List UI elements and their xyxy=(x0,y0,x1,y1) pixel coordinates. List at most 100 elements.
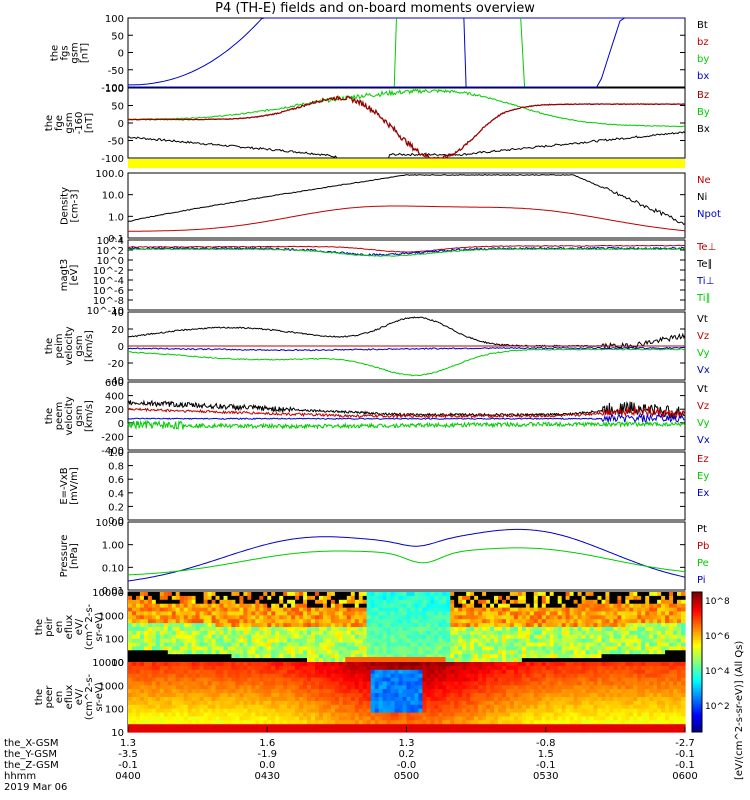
series-by-p1 xyxy=(393,17,397,88)
y-tick-label: 1000 xyxy=(99,681,124,692)
y-tick-label: 0.10 xyxy=(102,563,124,574)
series-bx-p1c xyxy=(128,17,685,88)
y-tick-label: 400 xyxy=(105,392,124,403)
y-tick-label: -40 xyxy=(108,376,124,387)
y-axis-label-p3: Density [cm-3] xyxy=(59,186,80,225)
series-bz-p2 xyxy=(127,95,686,159)
legend-Vz: Vz xyxy=(697,401,710,412)
y-tick-label: 10000 xyxy=(92,658,124,669)
y-tick-label: 10^-10 xyxy=(87,306,124,317)
y-tick-label: -400 xyxy=(101,446,124,457)
legend-Ex: Ex xyxy=(697,488,710,499)
series-by-p2 xyxy=(127,88,686,128)
panel-frame-p6 xyxy=(127,381,686,451)
y-tick-label: 1.0 xyxy=(108,212,124,223)
y-tick-label: 10.00 xyxy=(95,518,124,529)
legend-bz: bz xyxy=(697,37,709,48)
legend-by: by xyxy=(697,54,710,65)
ion-low-energy-patch xyxy=(345,657,446,662)
legend-Ti⊥: Ti⊥ xyxy=(697,276,715,287)
y-tick-label: 600 xyxy=(105,378,124,389)
x-tick-label: 1.6 -1.9 0.0 0430 xyxy=(254,738,280,782)
y-axis-label-p2: the fge gsm -160 [nT] xyxy=(44,111,95,135)
legend-Pt: Pt xyxy=(697,524,707,535)
y-tick-label: 0.01 xyxy=(102,586,124,597)
panel-frame-p8 xyxy=(127,521,686,591)
series-by-p1b xyxy=(520,17,526,88)
y-tick-label: 100.0 xyxy=(95,169,124,180)
series-ne xyxy=(128,205,686,232)
series-vx-ele xyxy=(127,413,686,424)
legend-Bz: Bz xyxy=(697,90,710,101)
y-tick-label: 0.6 xyxy=(108,475,124,486)
legend-Te∥: Te∥ xyxy=(697,259,713,270)
x-tick-label: 1.3 -3.5 -0.1 0400 xyxy=(115,738,141,782)
series-te-perp xyxy=(128,244,686,253)
x-tick-label: 1.3 0.2 -0.0 0500 xyxy=(393,738,420,782)
ion-spectrogram xyxy=(128,592,686,663)
panel-frame-p1 xyxy=(127,17,686,88)
y-tick-label: 1.00 xyxy=(102,541,124,552)
y-tick-label: -20 xyxy=(108,359,124,370)
series-vz-ele xyxy=(127,405,686,420)
series-bx-p1b xyxy=(463,17,467,88)
legend-Pe: Pe xyxy=(697,558,709,569)
legend-Bt: Bt xyxy=(697,20,708,31)
y-tick-label: 40 xyxy=(111,308,124,319)
y-tick-label: 50 xyxy=(111,31,124,42)
x-tick-label: -2.7 -0.1 -0.1 0600 xyxy=(672,738,698,782)
panel-frame-p7 xyxy=(127,451,686,521)
footer-row-names: the_X-GSM the_Y-GSM the_Z-GSM hhmm xyxy=(4,738,59,782)
y-tick-label: 100 xyxy=(105,14,124,25)
legend-Vz: Vz xyxy=(697,331,710,342)
legend-Bx: Bx xyxy=(697,124,710,135)
y-axis-label-p9: the peir en eflux eV/ (cm^2-s- sr-eV) xyxy=(34,603,105,651)
legend-bx: bx xyxy=(697,71,710,82)
legend-Npot: Npot xyxy=(697,209,721,220)
y-tick-label: 0.0 xyxy=(108,516,124,527)
legend-Ey: Ey xyxy=(697,471,710,482)
y-tick-label: 10^-6 xyxy=(93,286,124,297)
y-tick-label: 0.4 xyxy=(108,489,124,500)
colorbar xyxy=(691,591,703,733)
y-tick-label: -50 xyxy=(108,137,124,148)
footer-date: 2019 Mar 06 xyxy=(4,782,68,793)
series-vx-ion xyxy=(127,346,686,352)
y-tick-label: 0.2 xyxy=(108,502,124,513)
electron-spectrogram xyxy=(128,662,686,733)
legend-Ne: Ne xyxy=(697,175,711,186)
legend-Vt: Vt xyxy=(697,314,708,325)
y-tick-label: 1000 xyxy=(99,611,124,622)
y-tick-label: 100 xyxy=(105,635,124,646)
x-tick-label: -0.8 1.5 -0.1 0530 xyxy=(533,738,559,782)
colorbar-tick: 10^8 xyxy=(705,597,730,607)
panel-frame-p3 xyxy=(127,172,686,239)
legend-Ez: Ez xyxy=(697,454,709,465)
legend-Vx: Vx xyxy=(697,365,710,376)
series-pi xyxy=(127,528,686,582)
y-tick-label: 10000 xyxy=(92,588,124,599)
legend-Vx: Vx xyxy=(697,435,710,446)
colorbar-tick: 10^6 xyxy=(705,632,730,642)
colorbar-label: [eV/(cm^2-s-sr-eV)] (All Qs) xyxy=(734,640,745,780)
legend-Ni: Ni xyxy=(697,192,708,203)
y-axis-label-p1: the fgs gsm [nT] xyxy=(49,41,90,64)
y-axis-label-p6: the peem velocity gsm [km/s] xyxy=(44,396,95,436)
y-tick-label: -200 xyxy=(101,432,124,443)
y-tick-label: 0.8 xyxy=(108,462,124,473)
legend-Vy: Vy xyxy=(697,418,710,429)
series-ti-par xyxy=(127,248,686,257)
y-tick-label: 100 xyxy=(105,84,124,95)
y-tick-label: 1.0 xyxy=(108,448,124,459)
y-tick-label: 20 xyxy=(111,325,124,336)
y-tick-label: 200 xyxy=(105,405,124,416)
y-tick-label: 10 xyxy=(111,728,124,739)
legend-Pi: Pi xyxy=(697,575,706,586)
y-tick-label: 100 xyxy=(105,705,124,716)
legend-Te⊥: Te⊥ xyxy=(697,242,717,253)
y-tick-label: 10^-2 xyxy=(93,266,124,277)
legend-Vt: Vt xyxy=(697,384,708,395)
y-axis-label-p7: E=-VxB [mV/m] xyxy=(59,467,80,505)
y-tick-label: 10^4 xyxy=(97,236,124,247)
colorbar-tick: 10^4 xyxy=(705,667,730,677)
